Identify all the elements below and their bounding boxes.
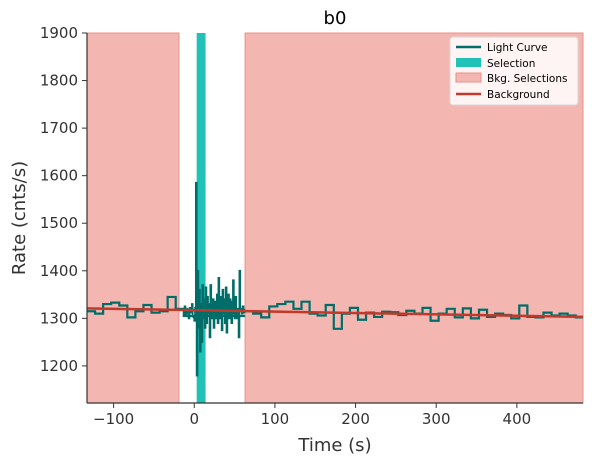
y-tick-label: 1900 [40,24,78,42]
light-curve-post [245,300,583,330]
y-tick-label: 1600 [40,167,78,185]
light-curve-fine [183,181,246,377]
legend-selection-swatch [456,58,481,67]
legend: Light Curve Selection Bkg. Selections Ba… [449,36,579,106]
legend-background-label: Background [487,89,550,101]
y-tick-label: 1300 [40,309,78,327]
x-tick-label: 400 [503,410,532,428]
chart-title: b0 [324,8,347,29]
x-tick-label: 0 [189,410,199,428]
legend-box [449,36,579,106]
x-tick-label: −100 [93,410,134,428]
bkg-selection-region [86,32,180,404]
y-tick-label: 1500 [40,214,78,232]
legend-selection-label: Selection [487,58,535,70]
x-tick-label: 200 [341,410,370,428]
light-curve-pre [87,295,246,319]
y-tick-label: 1700 [40,119,78,137]
legend-bkg-selections-label: Bkg. Selections [487,73,567,85]
y-tick-label: 1800 [40,72,78,90]
y-ticks: 1200 1300 1400 1500 1600 1700 1800 1900 [40,24,87,375]
legend-light-curve-label: Light Curve [487,42,548,54]
x-axis-label: Time (s) [297,435,371,456]
x-ticks: −100 0 100 200 300 400 [93,403,531,428]
background-line [86,307,584,319]
x-tick-label: 300 [422,410,451,428]
selection-region [196,33,206,403]
axes [86,33,583,404]
legend-bkg-selections-swatch [455,72,482,83]
y-tick-label: 1400 [40,262,78,280]
x-tick-label: 100 [261,410,290,428]
y-axis-label: Rate (cnts/s) [9,161,30,275]
y-tick-label: 1200 [40,357,78,375]
